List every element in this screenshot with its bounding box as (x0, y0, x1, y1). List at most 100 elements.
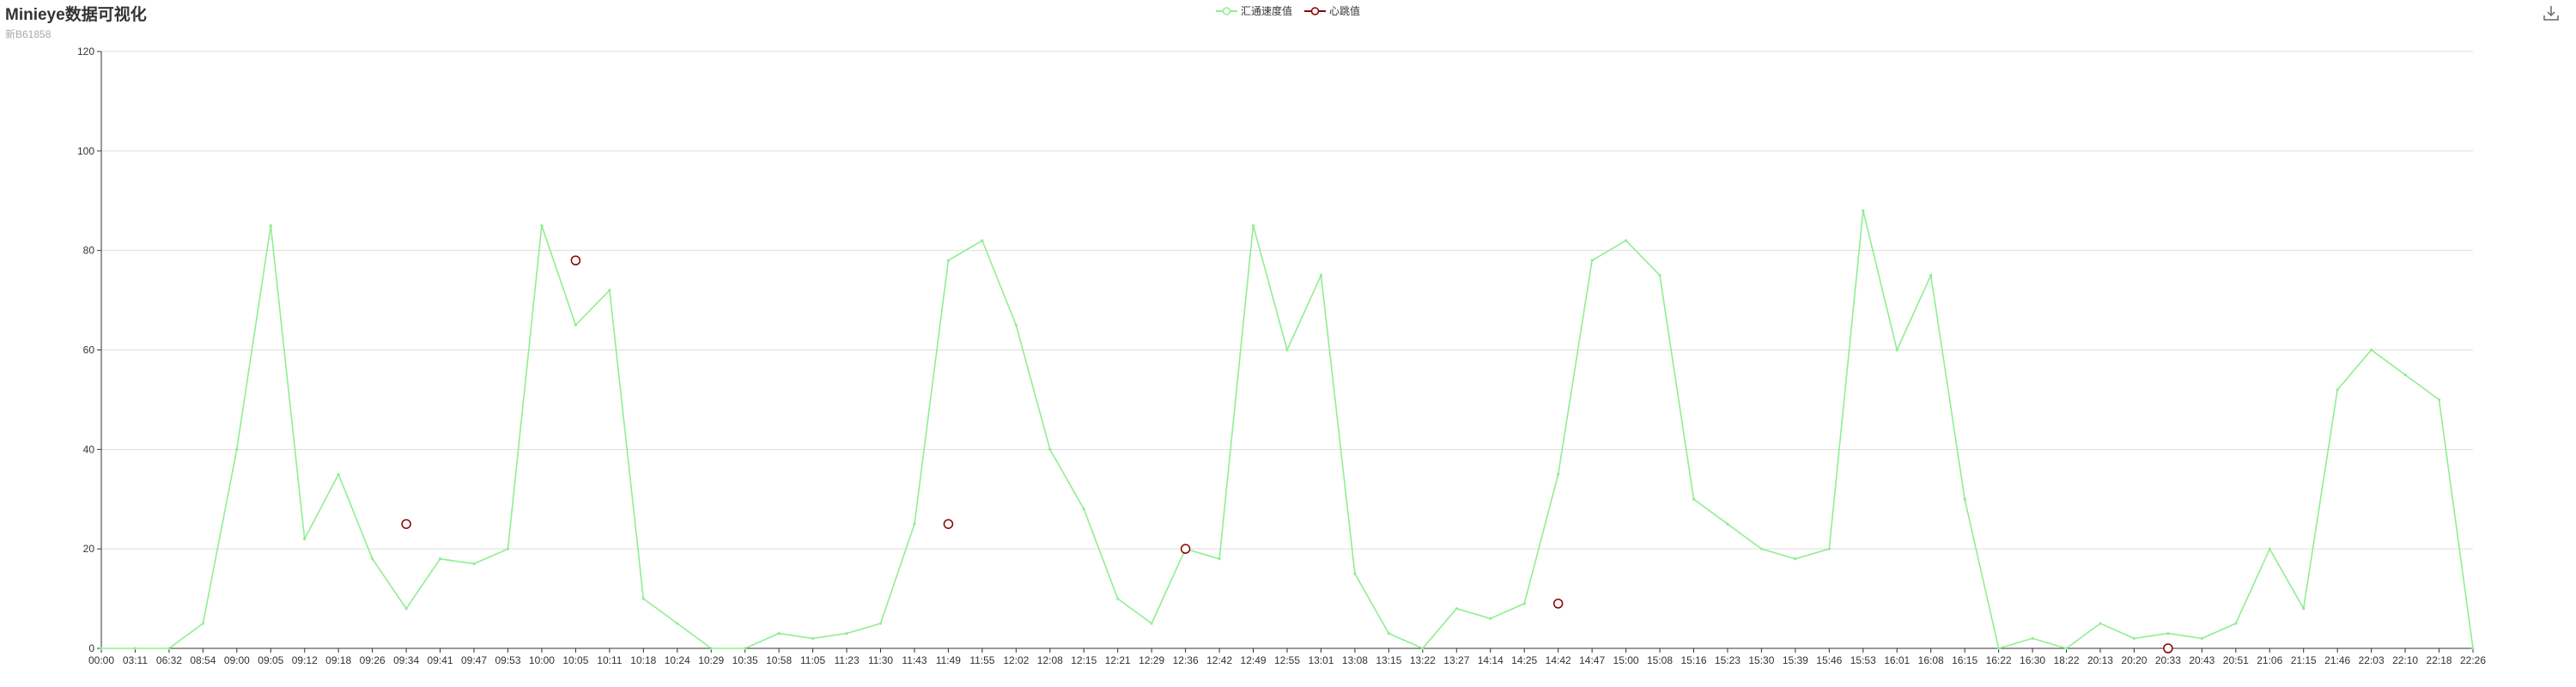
speed-point (913, 522, 916, 526)
x-tick-label: 15:23 (1715, 654, 1741, 666)
x-tick-label: 20:51 (2223, 654, 2249, 666)
legend-item-speed[interactable]: 汇通速度值 (1215, 3, 1292, 18)
speed-point (1319, 274, 1323, 277)
speed-point (744, 647, 747, 650)
speed-point (1116, 597, 1120, 600)
speed-point (2268, 547, 2271, 550)
heartbeat-point[interactable] (1180, 544, 1191, 554)
speed-point (1489, 617, 1492, 620)
page-title: Minieye数据可视化 (5, 6, 147, 24)
speed-point (574, 323, 578, 327)
page-subtitle: 新B61858 (5, 28, 52, 40)
legend-label-heartbeat: 心跳值 (1329, 5, 1361, 17)
x-tick-label: 16:30 (2020, 654, 2045, 666)
x-tick-label: 21:46 (2324, 654, 2350, 666)
x-tick-label: 15:30 (1748, 654, 1774, 666)
x-tick-label: 03:11 (123, 654, 148, 666)
x-tick-label: 10:05 (562, 654, 588, 666)
x-tick-label: 11:55 (969, 654, 994, 666)
x-tick-label: 10:35 (732, 654, 758, 666)
x-tick-label: 12:21 (1105, 654, 1131, 666)
speed-point (1963, 497, 1966, 501)
x-tick-label: 09:00 (224, 654, 250, 666)
speed-point (506, 547, 510, 550)
speed-point (1557, 472, 1560, 476)
speed-point (1590, 258, 1594, 262)
speed-point (2336, 388, 2339, 392)
x-tick-label: 09:12 (292, 654, 318, 666)
x-tick-label: 15:00 (1613, 654, 1639, 666)
speed-point (1624, 239, 1628, 242)
legend-label-speed: 汇通速度值 (1240, 5, 1292, 17)
x-tick-label: 13:15 (1376, 654, 1401, 666)
speed-point (2166, 632, 2170, 635)
x-tick-label: 10:00 (529, 654, 555, 666)
x-tick-label: 12:42 (1206, 654, 1232, 666)
speed-point (303, 537, 307, 541)
speed-point (811, 636, 815, 641)
speed-point (438, 557, 442, 561)
y-tick-label: 60 (83, 344, 95, 356)
x-tick-label: 13:08 (1342, 654, 1368, 666)
x-tick-label: 15:08 (1647, 654, 1673, 666)
heartbeat-point[interactable] (570, 255, 581, 265)
x-tick-label: 22:18 (2427, 654, 2452, 666)
legend-item-heartbeat[interactable]: 心跳值 (1304, 3, 1360, 18)
speed-point (235, 447, 239, 451)
speed-point (2370, 348, 2373, 352)
x-tick-label: 15:39 (1783, 654, 1808, 666)
y-tick-label: 100 (77, 145, 94, 157)
x-tick-label: 11:23 (834, 654, 859, 666)
y-tick-label: 80 (83, 245, 95, 257)
heartbeat-point[interactable] (1552, 599, 1564, 609)
speed-point (1251, 224, 1255, 228)
heartbeat-point[interactable] (2163, 643, 2173, 654)
x-tick-label: 09:05 (258, 654, 283, 666)
speed-point (1827, 547, 1831, 550)
speed-point (100, 647, 103, 650)
x-tick-label: 14:14 (1478, 654, 1504, 666)
speed-point (2132, 636, 2136, 641)
speed-point (2200, 636, 2203, 641)
speed-point (946, 258, 951, 262)
speed-point (641, 597, 645, 600)
speed-point (777, 632, 781, 635)
speed-point (1048, 447, 1052, 451)
speed-point (1658, 274, 1662, 277)
x-tick-label: 15:53 (1850, 654, 1876, 666)
heartbeat-point[interactable] (401, 519, 411, 529)
speed-point (1353, 572, 1357, 575)
x-tick-label: 12:15 (1071, 654, 1097, 666)
speed-point (1421, 647, 1425, 650)
x-tick-label: 12:49 (1241, 654, 1267, 666)
chart-series (100, 209, 2475, 654)
x-tick-label: 16:22 (1986, 654, 2012, 666)
x-tick-label: 12:29 (1139, 654, 1164, 666)
x-tick-label: 14:25 (1511, 654, 1537, 666)
chart-axes: 0 20 40 60 80 100 120 00:00 03:11 06:32 08:54 09:00… (77, 46, 2486, 666)
speed-point (540, 224, 544, 228)
speed-point (1726, 522, 1729, 526)
speed-point (1522, 602, 1526, 605)
y-tick-label: 20 (83, 543, 95, 555)
x-tick-label: 12:36 (1173, 654, 1199, 666)
x-tick-label: 21:15 (2291, 654, 2317, 666)
speed-point (2099, 622, 2102, 625)
speed-point (1759, 547, 1763, 550)
x-tick-label: 13:27 (1443, 654, 1469, 666)
download-icon[interactable] (2542, 3, 2561, 22)
speed-point (878, 622, 883, 625)
speed-point (2302, 607, 2306, 611)
y-tick-label: 40 (83, 443, 95, 455)
speed-point (676, 622, 679, 625)
speed-point (371, 557, 374, 561)
speed-point (337, 472, 340, 476)
x-tick-label: 11:30 (868, 654, 893, 666)
heartbeat-point[interactable] (943, 519, 954, 529)
x-tick-label: 13:22 (1410, 654, 1436, 666)
x-tick-label: 20:33 (2155, 654, 2181, 666)
x-tick-label: 09:18 (325, 654, 351, 666)
speed-point (1997, 647, 2001, 650)
x-tick-label: 12:08 (1037, 654, 1063, 666)
